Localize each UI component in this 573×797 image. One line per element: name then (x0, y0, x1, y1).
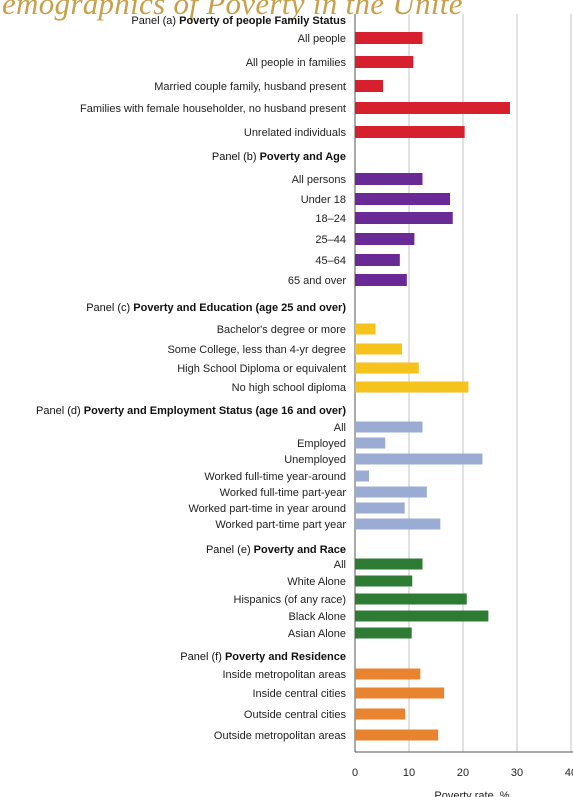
panel-header: Panel (d) Poverty and Employment Status … (36, 405, 346, 417)
category-label: Under 18 (301, 194, 346, 206)
header-banner-text: emographics of Poverty in the Unite (2, 0, 463, 21)
category-label: Asian Alone (288, 628, 346, 640)
bar (355, 668, 421, 680)
panel-title: Poverty and Race (254, 544, 346, 556)
x-axis-title: Poverty rate, % (434, 790, 509, 797)
category-label: Outside metropolitan areas (214, 730, 347, 742)
panel-prefix: Panel (b) (212, 151, 260, 163)
bar (355, 453, 483, 465)
category-label: 25–44 (315, 234, 346, 246)
x-tick-label: 40 (565, 767, 573, 779)
bar (355, 708, 406, 720)
category-label: Outside central cities (244, 709, 347, 721)
category-label: Unrelated individuals (244, 127, 347, 139)
bar (355, 173, 423, 185)
category-label: All people (298, 33, 346, 45)
category-label: White Alone (287, 576, 346, 588)
bar (355, 558, 423, 570)
category-label: All (334, 422, 346, 434)
category-label: Worked full-time part-year (220, 487, 347, 499)
bar (355, 126, 465, 138)
bar (355, 80, 384, 92)
bar (355, 593, 467, 605)
category-label: Inside central cities (252, 688, 346, 700)
category-label: Married couple family, husband present (154, 81, 346, 93)
bar (355, 437, 386, 449)
panel-header: Panel (f) Poverty and Residence (180, 651, 346, 663)
panel-title: Poverty and Education (age 25 and over) (133, 302, 346, 314)
panel-prefix: Panel (d) (36, 405, 84, 417)
panel-prefix: Panel (e) (206, 544, 254, 556)
category-label: All people in families (246, 57, 347, 69)
category-label: Unemployed (284, 454, 346, 466)
panel-title: Poverty and Age (260, 151, 346, 163)
panel-header: Panel (e) Poverty and Race (206, 544, 346, 556)
panel-title: Poverty and Employment Status (age 16 an… (84, 405, 347, 417)
bar (355, 729, 439, 741)
bar (355, 470, 370, 482)
x-tick-label: 0 (352, 767, 358, 779)
category-label: Hispanics (of any race) (234, 594, 347, 606)
bar (355, 233, 415, 245)
category-label: Worked part-time part year (215, 519, 346, 531)
category-label: Worked full-time year-around (204, 471, 346, 483)
panel-header: Panel (a) Poverty of people Family Statu… (131, 15, 346, 27)
x-tick-label: 10 (403, 767, 415, 779)
bar (355, 102, 510, 114)
panel-title: Poverty of people Family Status (179, 15, 346, 27)
panel-header: Panel (c) Poverty and Education (age 25 … (86, 302, 346, 314)
panel-prefix: Panel (c) (86, 302, 133, 314)
bar (355, 486, 427, 498)
category-label: Employed (297, 438, 346, 450)
category-label: All (334, 559, 346, 571)
panel-prefix: Panel (a) (131, 15, 179, 27)
bar (355, 610, 489, 622)
category-label: All persons (292, 174, 347, 186)
bar (355, 343, 402, 355)
bar (355, 518, 441, 530)
category-label: Some College, less than 4-yr degree (167, 344, 346, 356)
bar (355, 381, 469, 393)
bar (355, 32, 423, 44)
panel-prefix: Panel (f) (180, 651, 225, 663)
x-tick-label: 20 (457, 767, 469, 779)
bar (355, 56, 414, 68)
bar (355, 575, 413, 587)
category-label: 18–24 (315, 213, 346, 225)
category-label: Bachelor's degree or more (217, 324, 346, 336)
x-tick-label: 30 (511, 767, 523, 779)
bar (355, 254, 400, 266)
category-label: 45–64 (315, 255, 346, 267)
bar (355, 421, 423, 433)
category-label: Inside metropolitan areas (222, 669, 346, 681)
bar (355, 212, 453, 224)
bar (355, 362, 419, 374)
category-label: High School Diploma or equivalent (177, 363, 346, 375)
category-label: No high school diploma (232, 382, 347, 394)
category-label: Families with female householder, no hus… (80, 103, 346, 115)
category-label: 65 and over (288, 275, 346, 287)
panel-header: Panel (b) Poverty and Age (212, 151, 346, 163)
bar (355, 323, 376, 335)
category-label: Worked part-time in year around (188, 503, 346, 515)
bar (355, 274, 407, 286)
bar (355, 687, 445, 699)
category-label: Black Alone (289, 611, 346, 623)
bar (355, 627, 412, 639)
bar (355, 502, 405, 514)
bar (355, 193, 451, 205)
panel-title: Poverty and Residence (225, 651, 346, 663)
